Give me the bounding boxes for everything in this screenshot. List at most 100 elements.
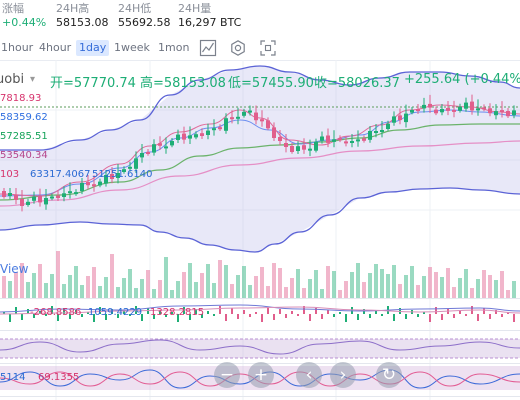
tab-1day[interactable]: 1day xyxy=(76,40,110,56)
volume-bar xyxy=(188,263,192,298)
candle-body xyxy=(26,201,30,205)
change-value: +255.64 (+0.44%) xyxy=(404,72,520,87)
candle-body xyxy=(356,139,360,142)
candle-body xyxy=(344,141,348,144)
candle-body xyxy=(200,133,204,136)
candle-body xyxy=(500,110,504,113)
tab-1mon[interactable]: 1mon xyxy=(158,41,190,54)
macd-hist: 1328.2815 xyxy=(150,307,205,318)
candle-body xyxy=(470,101,474,111)
candle-body xyxy=(218,127,222,130)
macd-bar xyxy=(321,314,323,319)
candle-body xyxy=(74,192,78,195)
candle-body xyxy=(146,152,150,154)
candle-body xyxy=(8,193,12,196)
line-chart-icon[interactable] xyxy=(199,39,217,57)
volume-bar xyxy=(2,276,6,298)
macd-bar xyxy=(33,314,35,318)
volume-bar xyxy=(266,286,270,298)
macd-bar xyxy=(93,314,95,322)
boll-value-text: 63317.4067 xyxy=(30,169,91,180)
volume-bar xyxy=(50,274,54,298)
fullscreen-icon[interactable] xyxy=(259,39,277,57)
close-value: 收=58026.37 xyxy=(314,76,400,91)
volume-bar xyxy=(314,270,318,298)
zoom-controls: − + ‹ › ↻ xyxy=(214,362,404,388)
volume-bar xyxy=(206,264,210,298)
volume-bar xyxy=(116,287,120,298)
volume-bar xyxy=(26,282,30,298)
volume-bar xyxy=(320,289,324,298)
candle-body xyxy=(188,135,192,139)
macd-bar xyxy=(225,314,227,321)
macd-bar xyxy=(291,311,293,314)
macd-bar xyxy=(45,314,47,316)
candle-body xyxy=(458,106,462,111)
volume-bar xyxy=(398,284,402,298)
kdj-panel xyxy=(0,338,520,390)
volume-bar xyxy=(386,274,390,298)
macd-bar xyxy=(453,314,455,318)
source-dropdown-icon[interactable]: ▾ xyxy=(30,74,36,85)
macd-dea: 1059.4229 xyxy=(88,307,143,318)
ma-value: 103 xyxy=(0,169,20,180)
macd-bar xyxy=(477,314,479,321)
candle-body xyxy=(32,196,36,201)
settings-icon[interactable] xyxy=(229,39,247,57)
volume-bar xyxy=(326,266,330,298)
tab-1hour[interactable]: 1hour xyxy=(1,41,34,54)
change-stat: 涨幅 +0.44% xyxy=(2,2,46,30)
macd-bar xyxy=(39,311,41,314)
macd-bar xyxy=(279,309,281,314)
candle-body xyxy=(56,195,60,198)
macd-bar xyxy=(189,314,191,320)
scroll-right-button[interactable]: › xyxy=(330,362,356,388)
volume-bar xyxy=(332,271,336,298)
zoom-in-button[interactable]: + xyxy=(248,362,274,388)
volume-bar xyxy=(176,281,180,298)
volume-bar xyxy=(254,276,258,298)
volume-bar xyxy=(56,251,60,298)
macd-bar xyxy=(81,314,83,317)
macd-bar xyxy=(75,310,77,314)
macd-bar xyxy=(177,314,179,322)
macd-bar xyxy=(141,314,143,321)
volume-bar xyxy=(224,265,228,298)
volume-bar xyxy=(104,277,108,298)
volume-bar xyxy=(440,277,444,298)
kdj-k: 5114 xyxy=(0,372,26,383)
macd-bar xyxy=(213,314,215,316)
panel-divider xyxy=(0,396,520,397)
candle-body xyxy=(266,120,270,129)
volume-bar xyxy=(128,269,132,298)
candle-body xyxy=(116,173,120,178)
volume-view-label[interactable]: View xyxy=(0,262,29,276)
macd-bar xyxy=(381,314,383,316)
zoom-out-button[interactable]: − xyxy=(214,362,240,388)
macd-bar xyxy=(159,310,161,314)
volume-bars xyxy=(2,251,516,298)
candle-body xyxy=(2,191,6,197)
boll-value: 51251.6140 xyxy=(92,169,152,180)
volume-bar xyxy=(362,282,366,298)
tab-4hour[interactable]: 4hour xyxy=(39,41,72,54)
macd-bar xyxy=(249,314,251,317)
scroll-left-button[interactable]: ‹ xyxy=(296,362,322,388)
macd-bar xyxy=(285,314,287,318)
volume-bar xyxy=(8,281,12,298)
macd-bar xyxy=(165,314,167,317)
reset-button[interactable]: ↻ xyxy=(376,362,402,388)
macd-bar xyxy=(429,314,431,322)
volume-bar xyxy=(350,272,354,298)
panel-divider xyxy=(0,330,520,331)
tab-1week[interactable]: 1week xyxy=(114,41,150,54)
candle-body xyxy=(176,134,180,140)
rsi-band xyxy=(0,339,520,358)
bollinger-upper-line xyxy=(0,65,520,151)
macd-bar xyxy=(501,314,503,317)
candle-body xyxy=(284,143,288,147)
candle-body xyxy=(206,130,210,135)
macd-bar xyxy=(423,312,425,314)
macd-bar xyxy=(129,314,131,316)
